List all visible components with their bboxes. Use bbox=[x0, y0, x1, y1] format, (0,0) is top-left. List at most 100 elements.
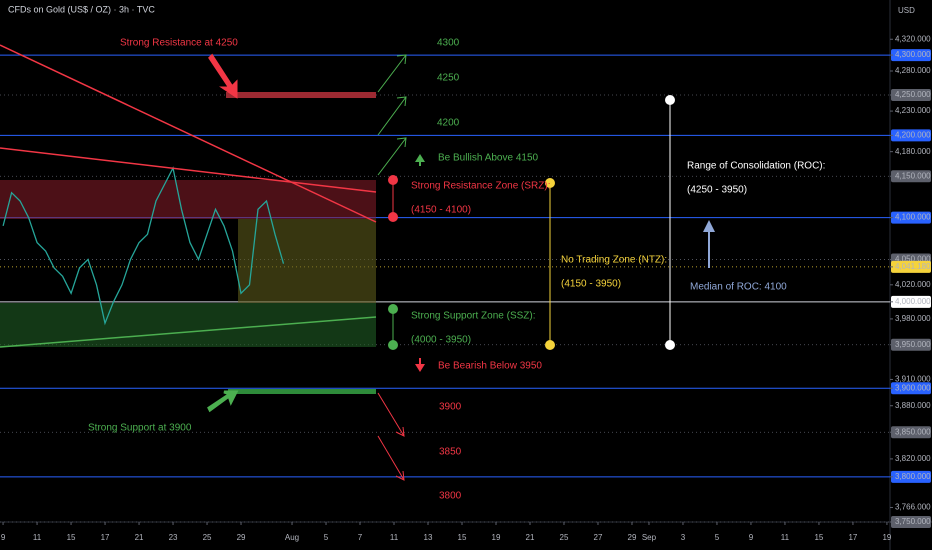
x-tick-label: 11 bbox=[33, 533, 42, 542]
x-tick-label: 21 bbox=[135, 533, 144, 542]
annotation: Strong Support at 3900 bbox=[88, 423, 192, 434]
up-icon bbox=[415, 154, 425, 166]
range-dot bbox=[545, 340, 555, 350]
bull-arrows bbox=[377, 54, 407, 176]
x-tick-label: 25 bbox=[560, 533, 569, 542]
y-tick-label: 3,880.000 bbox=[895, 401, 931, 410]
x-tick-label: 29 bbox=[237, 533, 246, 542]
y-tick-box bbox=[891, 260, 931, 273]
y-tick-label: 4,320.000 bbox=[895, 34, 931, 43]
annotation: (4250 - 3950) bbox=[687, 185, 747, 196]
trendline bbox=[0, 147, 377, 193]
y-tick-label: 4,300.000 bbox=[895, 50, 931, 59]
resistance-bar bbox=[226, 92, 376, 98]
no-trading-zone bbox=[238, 219, 376, 303]
y-tick-label: 3,850.000 bbox=[895, 427, 931, 436]
x-tick-label: 9 bbox=[749, 533, 754, 542]
x-tick-label: 11 bbox=[781, 533, 790, 542]
annotation: Strong Support Zone (SSZ): bbox=[411, 311, 536, 322]
annotation: 3850 bbox=[439, 447, 462, 458]
x-tick-label: 15 bbox=[814, 533, 823, 542]
y-tick-box bbox=[891, 470, 931, 483]
y-tick-label: 3,910.000 bbox=[895, 375, 931, 384]
x-tick-label: 23 bbox=[169, 533, 178, 542]
y-tick-label: 4,200.000 bbox=[895, 130, 931, 139]
annotation: Strong Resistance at 4250 bbox=[120, 38, 238, 49]
y-tick-label: 3,750.000 bbox=[895, 517, 931, 526]
annotation: (4150 - 4100) bbox=[411, 205, 471, 216]
support-bar bbox=[228, 389, 376, 394]
bear-arrows bbox=[377, 392, 405, 481]
annotation: (4000 - 3950) bbox=[411, 335, 471, 346]
x-tick-label: 21 bbox=[526, 533, 535, 542]
y-tick-box bbox=[891, 170, 931, 183]
trendline bbox=[0, 316, 377, 348]
range-dot bbox=[388, 340, 398, 350]
y-tick-box bbox=[891, 295, 931, 308]
y-tick-label: 3,766.000 bbox=[895, 503, 931, 512]
support-zone bbox=[0, 303, 376, 347]
currency: USD bbox=[898, 6, 915, 15]
y-tick-label: 4,280.000 bbox=[895, 66, 931, 75]
range-dot bbox=[388, 304, 398, 314]
x-tick-label: 27 bbox=[594, 533, 603, 542]
resistance-pointer bbox=[208, 53, 238, 99]
y-tick-box bbox=[891, 338, 931, 351]
down-icon bbox=[415, 358, 425, 372]
x-tick-label: Sep bbox=[642, 533, 657, 542]
annotation: (4150 - 3950) bbox=[561, 279, 621, 290]
y-tick-label: 3,980.000 bbox=[895, 314, 931, 323]
y-tick-box bbox=[891, 88, 931, 101]
y-tick-label: 3,820.000 bbox=[895, 454, 931, 463]
annotation: Median of ROC: 4100 bbox=[690, 282, 787, 293]
y-tick-box bbox=[891, 211, 931, 224]
y-tick-box bbox=[891, 382, 931, 395]
median-arrow bbox=[703, 220, 715, 268]
x-tick-label: 17 bbox=[101, 533, 110, 542]
range-dot bbox=[665, 95, 675, 105]
x-tick-label: 9 bbox=[1, 533, 6, 542]
y-tick-label: 3,950.000 bbox=[895, 340, 931, 349]
range-dot bbox=[388, 212, 398, 222]
range-dot bbox=[545, 178, 555, 188]
y-tick-box bbox=[891, 516, 931, 528]
y-tick-label: 3,800.000 bbox=[895, 472, 931, 481]
y-tick-label: 3,900.000 bbox=[895, 383, 931, 392]
range-dot bbox=[388, 175, 398, 185]
annotation: Strong Resistance Zone (SRZ): bbox=[411, 181, 551, 192]
y-tick-label: 4,250.000 bbox=[895, 90, 931, 99]
y-tick-label: 4,041.180 bbox=[895, 262, 931, 271]
annotation: Be Bullish Above 4150 bbox=[438, 153, 539, 164]
annotation: 3900 bbox=[439, 402, 462, 413]
support-pointer bbox=[207, 390, 239, 413]
x-tick-label: 13 bbox=[424, 533, 433, 542]
annotation: 4200 bbox=[437, 118, 460, 129]
annotation: 4300 bbox=[437, 38, 460, 49]
y-tick-box bbox=[891, 49, 931, 62]
x-tick-label: 15 bbox=[67, 533, 76, 542]
price-line bbox=[2, 166, 285, 326]
resistance-zone bbox=[0, 180, 376, 219]
x-tick-label: Aug bbox=[285, 533, 299, 542]
x-tick-label: 15 bbox=[458, 533, 467, 542]
y-tick-label: 4,180.000 bbox=[895, 147, 931, 156]
y-tick-label: 4,000.000 bbox=[895, 297, 931, 306]
annotation: 3800 bbox=[439, 491, 462, 502]
range-dot bbox=[665, 340, 675, 350]
annotation: Be Bearish Below 3950 bbox=[438, 361, 542, 372]
y-tick-label: 4,100.000 bbox=[895, 213, 931, 222]
x-tick-label: 7 bbox=[358, 533, 363, 542]
x-tick-label: 3 bbox=[681, 533, 686, 542]
y-tick-label: 4,050.000 bbox=[895, 255, 931, 264]
y-tick-box bbox=[891, 129, 931, 142]
symbol: CFDs on Gold (US$ / OZ) · 3h · TVC bbox=[8, 4, 155, 14]
trendline bbox=[0, 44, 377, 223]
y-tick-label: 4,230.000 bbox=[895, 106, 931, 115]
x-tick-label: 5 bbox=[715, 533, 720, 542]
x-tick-label: 25 bbox=[203, 533, 212, 542]
annotation: 4250 bbox=[437, 73, 460, 84]
x-tick-label: 17 bbox=[848, 533, 857, 542]
x-tick-label: 19 bbox=[882, 533, 891, 542]
